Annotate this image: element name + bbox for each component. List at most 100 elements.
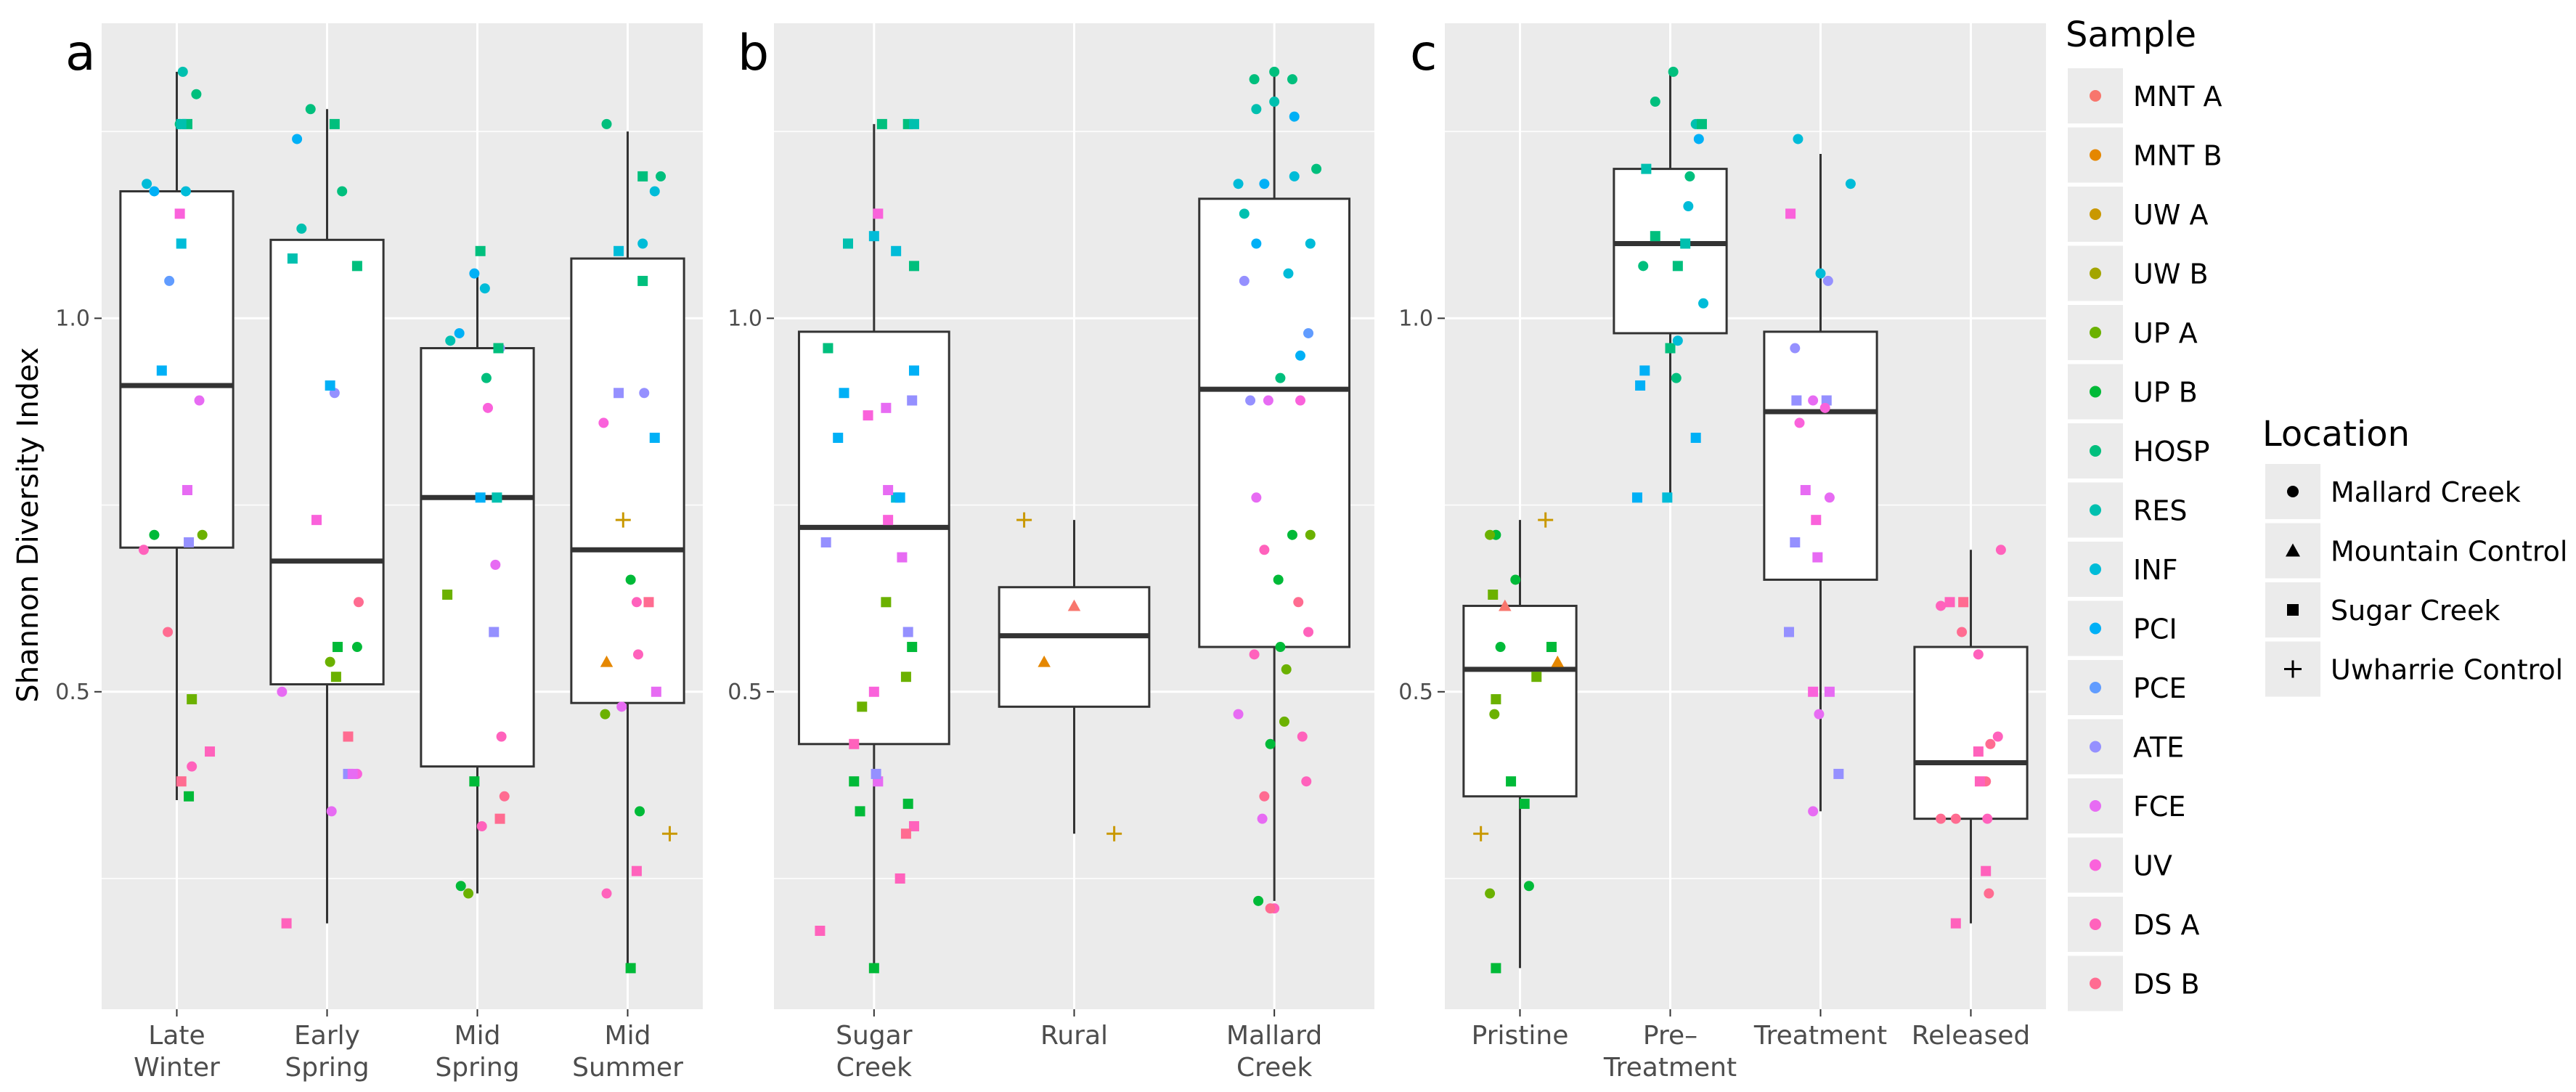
location-legend: Location Mallard Creek Mountain Control Su… [2262, 414, 2567, 697]
data-point [347, 768, 358, 779]
data-point [337, 186, 348, 197]
data-point [494, 813, 505, 824]
panel-c-points [1473, 66, 2006, 974]
data-point [1538, 512, 1554, 528]
data-point [1259, 791, 1270, 802]
sample-legend-item: INF [2068, 542, 2178, 597]
legend-item-label: ATE [2133, 732, 2184, 764]
sample-legend-keys: MNT A MNT B UW A UW B UP A UP B HOSP RES INF PCI P… [2068, 68, 2222, 1011]
legend-item-label: RES [2133, 495, 2188, 527]
data-point [1984, 888, 1994, 899]
legend-item-label: MNT B [2133, 140, 2222, 172]
sample-legend-item: MNT B [2068, 127, 2222, 183]
data-point [194, 395, 205, 406]
data-point [1253, 895, 1264, 906]
data-point [1693, 134, 1704, 144]
legend-key-symbol [2090, 208, 2101, 220]
data-point [1696, 118, 1707, 129]
panel-b-axes: 0.5 1.0 Sugar Creek Rural Mallard Creek [727, 306, 1322, 1083]
data-point [469, 776, 480, 787]
data-point [156, 365, 167, 376]
data-point [871, 768, 881, 779]
data-point [894, 492, 905, 503]
data-point [463, 888, 474, 899]
data-point [601, 888, 612, 899]
data-point [142, 179, 152, 190]
x-tick-label: Early Spring [285, 1021, 369, 1083]
data-point [833, 432, 844, 443]
legend-item-label: DS B [2133, 969, 2200, 1001]
data-point [849, 776, 860, 787]
legend-key-symbol [2090, 563, 2101, 575]
data-point [849, 738, 860, 749]
box [570, 257, 685, 704]
data-point [1957, 627, 1968, 637]
data-point [1950, 918, 1961, 929]
y-tick-label: 0.5 [55, 680, 90, 705]
data-point [482, 402, 493, 413]
data-point [1305, 529, 1316, 540]
data-point [868, 231, 879, 242]
data-point [873, 208, 884, 219]
data-point [1662, 492, 1673, 503]
data-point [1822, 275, 1833, 286]
data-point [902, 799, 913, 810]
data-point [635, 806, 645, 817]
legend-key-symbol [2090, 741, 2101, 753]
data-point [1824, 686, 1835, 697]
data-point [615, 512, 631, 528]
data-point [1639, 365, 1650, 376]
data-point [820, 537, 831, 548]
data-point [907, 395, 918, 406]
data-point [891, 245, 902, 256]
data-point [343, 731, 354, 742]
sample-legend-item: RES [2068, 482, 2188, 538]
location-legend-title: Location [2262, 414, 2410, 455]
legend-item-label: UW A [2133, 199, 2208, 231]
x-tick-label: Treatment [1753, 1021, 1887, 1051]
panel-c-boxes [1462, 71, 2029, 969]
panel-b-points [815, 66, 1322, 974]
data-point [1293, 597, 1304, 608]
data-point [353, 597, 364, 608]
data-point [184, 791, 195, 802]
data-point [614, 245, 624, 256]
sample-legend-item: UP A [2068, 305, 2198, 360]
legend-item-label: Uwharrie Control [2331, 654, 2563, 686]
sample-legend-item: UP B [2068, 364, 2198, 420]
legend-item-label: FCE [2133, 791, 2185, 823]
data-point [305, 104, 316, 115]
sample-legend-item: DS A [2068, 897, 2199, 952]
legend-item-label: MNT A [2133, 81, 2222, 113]
data-point [1488, 590, 1499, 600]
data-point [1275, 642, 1286, 653]
data-point [868, 686, 879, 697]
data-point [823, 343, 833, 354]
data-point [639, 388, 650, 399]
data-point [868, 963, 879, 974]
data-point [1305, 238, 1316, 249]
x-tick-label: Mid Spring [435, 1021, 519, 1083]
data-point [601, 118, 612, 129]
data-point [454, 327, 465, 338]
location-legend-keys: Mallard Creek Mountain Control Sugar Creek… [2265, 464, 2567, 697]
data-point [325, 380, 335, 391]
x-tick-label: Sugar Creek [836, 1021, 913, 1083]
data-point [876, 118, 887, 129]
data-point [894, 873, 905, 884]
legend-item-label: INF [2133, 554, 2178, 586]
sample-legend-item: UV [2068, 837, 2172, 893]
y-tick-label: 0.5 [1398, 680, 1433, 705]
location-legend-item: Sugar Creek [2265, 582, 2500, 637]
data-point [184, 537, 195, 548]
data-point [1269, 97, 1280, 107]
data-point [900, 672, 911, 682]
data-point [1259, 545, 1270, 555]
data-point [1546, 642, 1557, 653]
data-point [191, 89, 202, 99]
data-point [176, 238, 187, 249]
legend-item-label: UW B [2133, 258, 2209, 290]
data-point [1973, 746, 1984, 757]
data-point [1311, 163, 1322, 174]
data-point [149, 186, 160, 197]
